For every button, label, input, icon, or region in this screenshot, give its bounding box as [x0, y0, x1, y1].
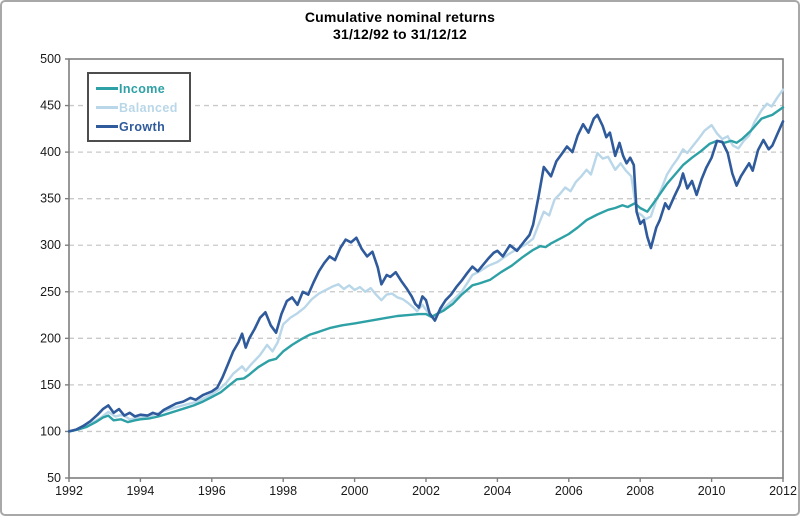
- chart-title-line1: Cumulative nominal returns: [304, 9, 496, 25]
- growth-line: [67, 113, 785, 433]
- x-tick-label: 2004: [483, 484, 511, 498]
- x-tick-label: 2000: [341, 484, 369, 498]
- x-tick-label: 1994: [126, 484, 154, 498]
- income-line-swatch: [96, 87, 118, 90]
- x-tick-label: 2008: [626, 484, 654, 498]
- income-line: [67, 106, 785, 433]
- y-tick-label: 350: [40, 192, 61, 206]
- legend-label-income: Income: [119, 81, 166, 96]
- legend-item-income: Income: [96, 79, 189, 98]
- x-tick-label: 1992: [55, 484, 83, 498]
- legend-label-balanced: Balanced: [119, 100, 178, 115]
- balanced-line: [67, 88, 785, 433]
- x-tick-label: 2006: [555, 484, 583, 498]
- legend-label-growth: Growth: [119, 119, 166, 134]
- x-tick-label: 2002: [412, 484, 440, 498]
- x-tick-label: 1996: [198, 484, 226, 498]
- chart-title-line2: 31/12/92 to 31/12/12: [333, 26, 467, 42]
- y-tick-label: 500: [40, 52, 61, 66]
- growth-line-swatch: [96, 125, 118, 128]
- y-tick-label: 400: [40, 145, 61, 159]
- y-tick-label: 300: [40, 238, 61, 252]
- x-tick-label: 2010: [698, 484, 726, 498]
- y-tick-label: 450: [40, 99, 61, 113]
- y-tick-label: 200: [40, 331, 61, 345]
- x-tick-label: 1998: [269, 484, 297, 498]
- chart-title: Cumulative nominal returns 31/12/92 to 3…: [2, 9, 798, 43]
- y-tick-label: 250: [40, 285, 61, 299]
- balanced-line-swatch: [96, 106, 118, 109]
- y-tick-label: 150: [40, 378, 61, 392]
- legend-item-growth: Growth: [96, 117, 189, 136]
- y-tick-label: 100: [40, 424, 61, 438]
- y-tick-label: 50: [47, 471, 61, 485]
- x-tick-label: 2012: [769, 484, 797, 498]
- legend-item-balanced: Balanced: [96, 98, 189, 117]
- legend: Income Balanced Growth: [87, 72, 191, 142]
